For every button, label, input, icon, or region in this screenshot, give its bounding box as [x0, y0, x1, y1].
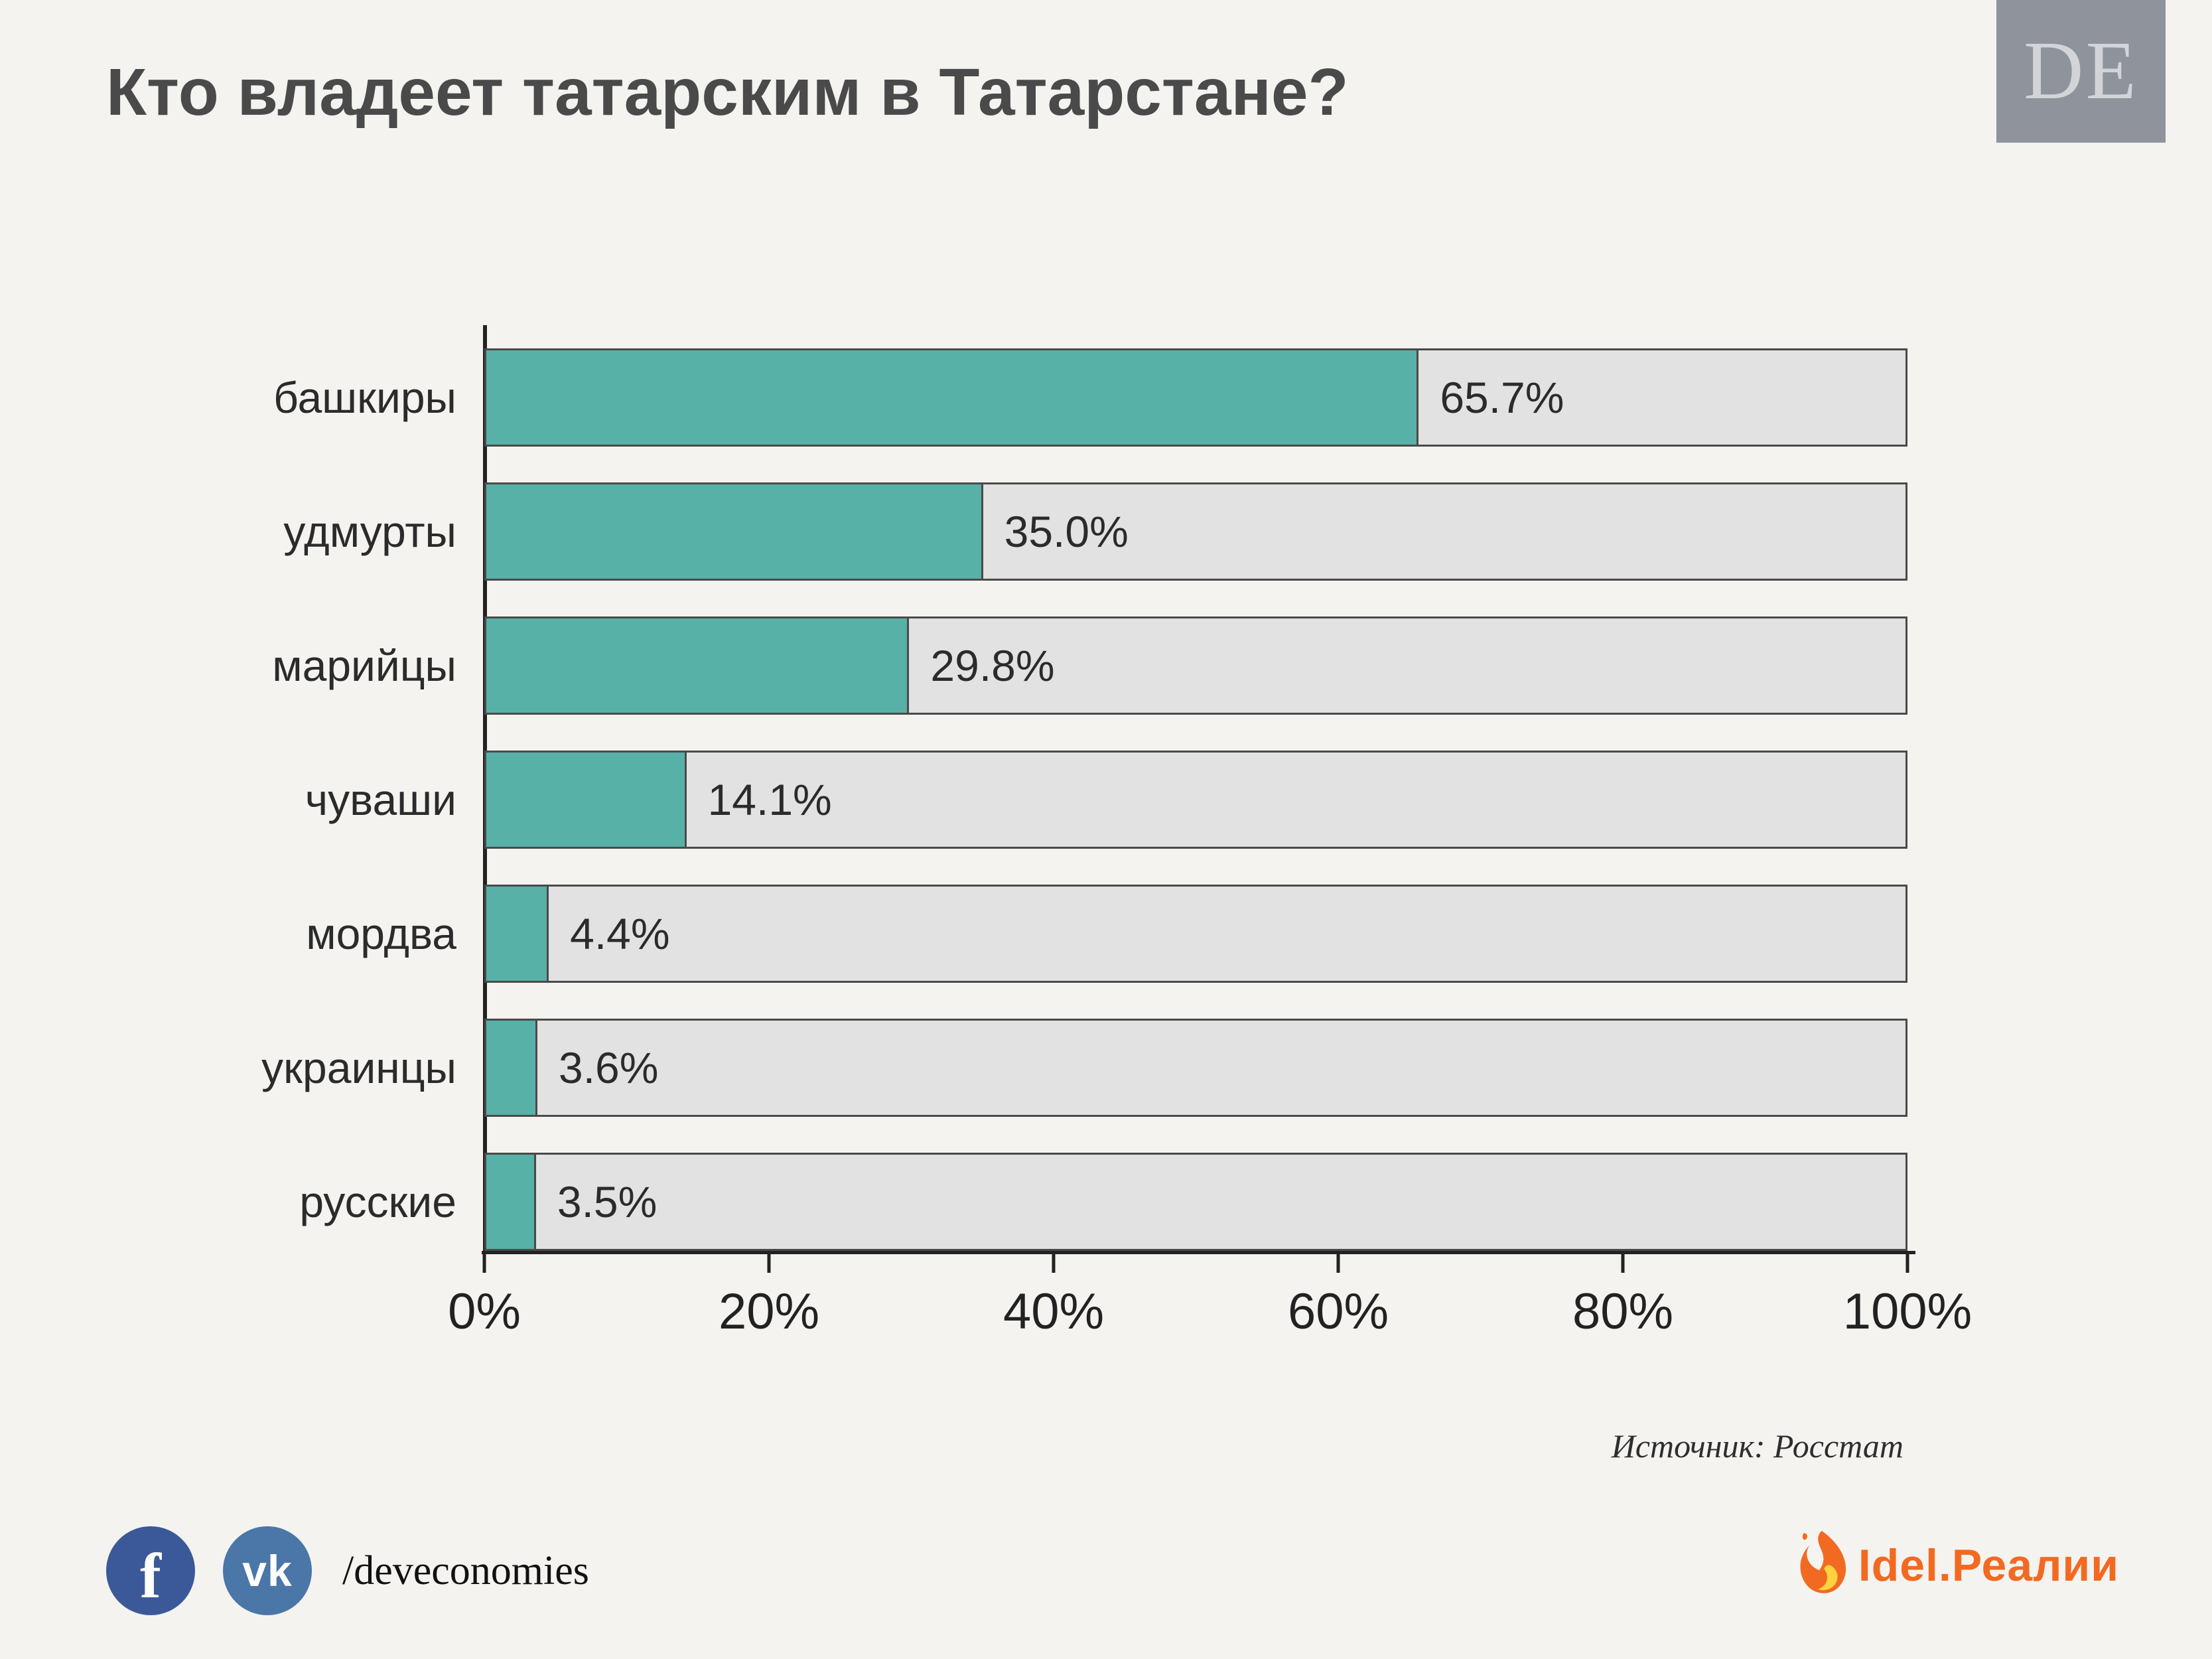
category-label: удмурты — [283, 507, 456, 556]
bar-row: башкиры 65.7% — [219, 348, 1907, 447]
chart-rows: башкиры 65.7% удмурты 35.0% марийцы 29.8% чува… — [219, 348, 1907, 1251]
x-axis-tick-label: 0% — [448, 1283, 521, 1340]
x-axis-tick-label: 40% — [1002, 1283, 1105, 1340]
social-handle: /deveconomies — [342, 1548, 589, 1593]
bar-value-label: 65.7% — [1440, 373, 1564, 422]
bar-row: чуваши 14.1% — [219, 751, 1907, 849]
bar-fill — [486, 887, 549, 981]
category-label: башкиры — [273, 373, 456, 422]
bar-track: 29.8% — [484, 616, 1907, 715]
bar-value-label: 14.1% — [707, 775, 832, 824]
vk-icon[interactable]: vk — [223, 1526, 312, 1615]
x-axis: 0% 20% 40% 60% 80% 100% — [448, 1251, 1972, 1344]
x-axis-tick-label: 20% — [718, 1283, 820, 1340]
x-axis-tick — [482, 1253, 486, 1273]
bar-chart: башкиры 65.7% удмурты 35.0% марийцы 29.8% чува… — [219, 325, 1972, 1340]
category-label: чуваши — [305, 775, 456, 824]
x-axis-tick-label: 60% — [1287, 1283, 1389, 1340]
category-label: мордва — [306, 909, 456, 958]
category-label: марийцы — [272, 641, 456, 690]
bar-track: 3.6% — [484, 1019, 1907, 1117]
bar-fill — [486, 753, 687, 847]
page-title: Кто владеет татарским в Татарстане? — [106, 55, 1349, 129]
facebook-icon[interactable]: f — [106, 1526, 195, 1615]
bar-value-label: 35.0% — [1004, 507, 1129, 556]
bar-value-label: 3.5% — [557, 1177, 657, 1226]
torch-flame-icon — [1800, 1530, 1846, 1593]
facebook-icon-letter: f — [140, 1540, 161, 1611]
bar-row: удмурты 35.0% — [219, 482, 1907, 581]
idel-brand-text: Idel.Реалии — [1858, 1540, 2119, 1591]
x-axis-tick — [1905, 1253, 1909, 1273]
category-label: русские — [299, 1177, 456, 1226]
bar-track: 65.7% — [484, 348, 1907, 447]
x-axis-tick — [1052, 1253, 1056, 1273]
social-links: f vk /deveconomies — [106, 1526, 589, 1615]
bar-fill — [486, 484, 983, 579]
category-label: украинцы — [261, 1043, 456, 1092]
x-axis-tick-label: 100% — [1842, 1283, 1972, 1340]
bar-track: 35.0% — [484, 482, 1907, 581]
de-logo: DE — [1996, 0, 2166, 143]
bar-row: украинцы 3.6% — [219, 1019, 1907, 1117]
source-note: Источник: Росстат — [1611, 1427, 1903, 1465]
bar-value-label: 4.4% — [570, 909, 670, 958]
bar-row: марийцы 29.8% — [219, 616, 1907, 715]
bar-fill — [486, 618, 910, 713]
bar-row: мордва 4.4% — [219, 885, 1907, 983]
x-axis-tick — [1336, 1253, 1340, 1273]
bar-value-label: 3.6% — [559, 1043, 659, 1092]
vk-icon-letters: vk — [242, 1546, 293, 1595]
bar-track: 4.4% — [484, 885, 1907, 983]
bar-value-label: 29.8% — [930, 641, 1055, 690]
bar-fill — [486, 1021, 537, 1115]
x-axis-line — [482, 1251, 1915, 1254]
bar-track: 3.5% — [484, 1153, 1907, 1251]
x-axis-tick — [1621, 1253, 1625, 1273]
x-axis-tick-label: 80% — [1572, 1283, 1674, 1340]
idel-brand: Idel.Реалии — [1789, 1526, 2119, 1605]
bar-fill — [486, 1155, 536, 1249]
x-axis-tick — [767, 1253, 771, 1273]
bar-track: 14.1% — [484, 751, 1907, 849]
bar-fill — [486, 350, 1419, 445]
bar-row: русские 3.5% — [219, 1153, 1907, 1251]
de-logo-text: DE — [2024, 25, 2138, 117]
